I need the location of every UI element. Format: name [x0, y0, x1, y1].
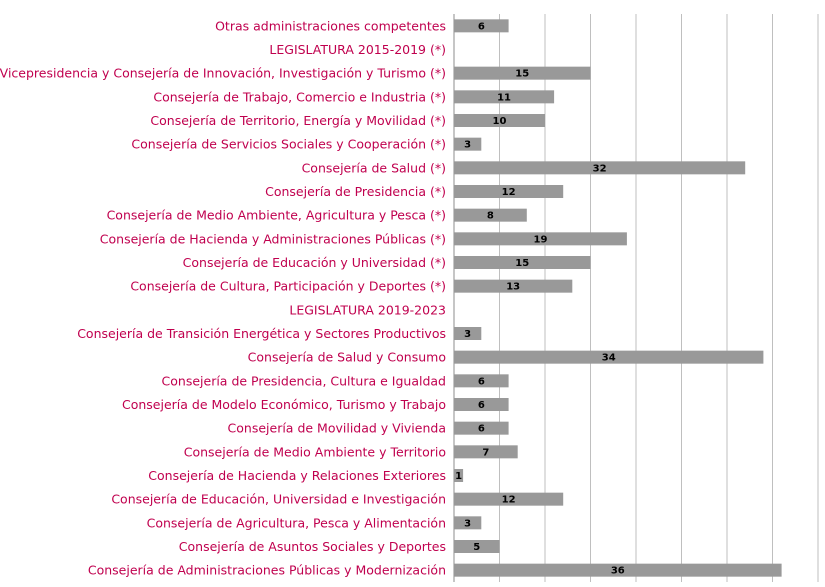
bar — [454, 114, 545, 127]
bars — [454, 19, 782, 577]
bar-value-label: 12 — [502, 495, 516, 506]
bar-value-label: 1 — [455, 471, 462, 482]
bar — [454, 516, 482, 530]
bar-value-label: 34 — [602, 353, 616, 364]
category-label: Consejería de Hacienda y Relaciones Exte… — [148, 468, 446, 483]
bar — [454, 374, 509, 388]
bar-value-label: 7 — [482, 447, 489, 458]
value-labels: 6 15 11 10 3 32 12 8 19 15 13 3 34 6 6 6 7 1 12 3 5 36 — [455, 21, 625, 576]
bar — [454, 469, 464, 482]
bar-value-label: 11 — [497, 92, 511, 103]
category-label: Consejería de Presidencia (*) — [265, 184, 446, 199]
bar-value-label: 19 — [533, 234, 547, 245]
bar — [454, 232, 627, 246]
bar — [454, 66, 591, 80]
bar — [454, 90, 555, 104]
category-label: Consejería de Educación, Universidad e I… — [111, 492, 446, 507]
category-label: Consejería de Transición Energética y Se… — [77, 326, 446, 341]
bar — [454, 185, 564, 198]
category-label: Consejería de Medio Ambiente, Agricultur… — [107, 208, 446, 223]
bar-value-label: 32 — [593, 163, 607, 174]
category-label: Consejería de Asuntos Sociales y Deporte… — [179, 539, 446, 554]
bar-value-label: 3 — [464, 140, 471, 151]
bar-value-label: 15 — [515, 69, 529, 80]
category-label: Consejería de Hacienda y Administracione… — [100, 231, 446, 246]
category-label: Consejería de Movilidad y Vivienda — [228, 421, 446, 436]
bar-value-label: 6 — [478, 376, 485, 387]
bar — [454, 398, 509, 411]
category-label: Consejería de Salud y Consumo — [248, 350, 446, 365]
gridlines — [453, 14, 819, 582]
bar — [454, 350, 764, 364]
category-label: Consejería de Servicios Sociales y Coope… — [131, 137, 446, 152]
bar-value-label: 36 — [611, 566, 625, 577]
category-label: LEGISLATURA 2015-2019 (*) — [269, 42, 446, 57]
bar-value-label: 13 — [506, 282, 520, 293]
bar-value-label: 3 — [464, 329, 471, 340]
bar — [454, 279, 573, 293]
bar-value-label: 6 — [478, 21, 485, 32]
bar-value-label: 6 — [478, 424, 485, 435]
category-label: Consejería de Educación y Universidad (*… — [183, 255, 446, 270]
category-labels: Otras administraciones competentes LEGISL… — [0, 18, 446, 577]
category-label: Consejería de Modelo Económico, Turismo … — [122, 397, 446, 412]
category-label: Otras administraciones competentes — [215, 18, 446, 33]
bar — [454, 327, 482, 340]
bar-value-label: 10 — [493, 116, 507, 127]
bar-value-label: 12 — [502, 187, 516, 198]
bar — [454, 161, 746, 175]
category-label: Consejería de Administraciones Públicas … — [88, 563, 446, 578]
bar-value-label: 5 — [473, 542, 480, 553]
bar — [454, 208, 527, 222]
bar — [454, 421, 509, 435]
bar-value-label: 15 — [515, 258, 529, 269]
category-label: Consejería de Presidencia, Cultura e Igu… — [162, 373, 446, 388]
category-label: Consejería de Cultura, Participación y D… — [130, 279, 446, 294]
category-label: LEGISLATURA 2019-2023 — [289, 302, 446, 317]
bar-value-label: 8 — [487, 211, 494, 222]
bar — [454, 540, 500, 553]
category-label: Consejería de Trabajo, Comercio e Indust… — [153, 89, 446, 104]
bar — [454, 137, 482, 151]
bar-value-label: 3 — [464, 518, 471, 529]
category-label: Consejería de Salud (*) — [302, 160, 446, 175]
category-label: Consejería de Territorio, Energía y Movi… — [150, 113, 446, 128]
bar-value-label: 6 — [478, 400, 485, 411]
bar — [454, 563, 782, 577]
bar — [454, 445, 518, 459]
bar — [454, 19, 509, 33]
category-label: Vicepresidencia y Consejería de Innovaci… — [0, 66, 446, 81]
category-label: Consejería de Medio Ambiente y Territori… — [184, 444, 446, 459]
category-label: Consejería de Agricultura, Pesca y Alime… — [147, 515, 446, 530]
bar — [454, 256, 591, 269]
bar — [454, 492, 564, 506]
